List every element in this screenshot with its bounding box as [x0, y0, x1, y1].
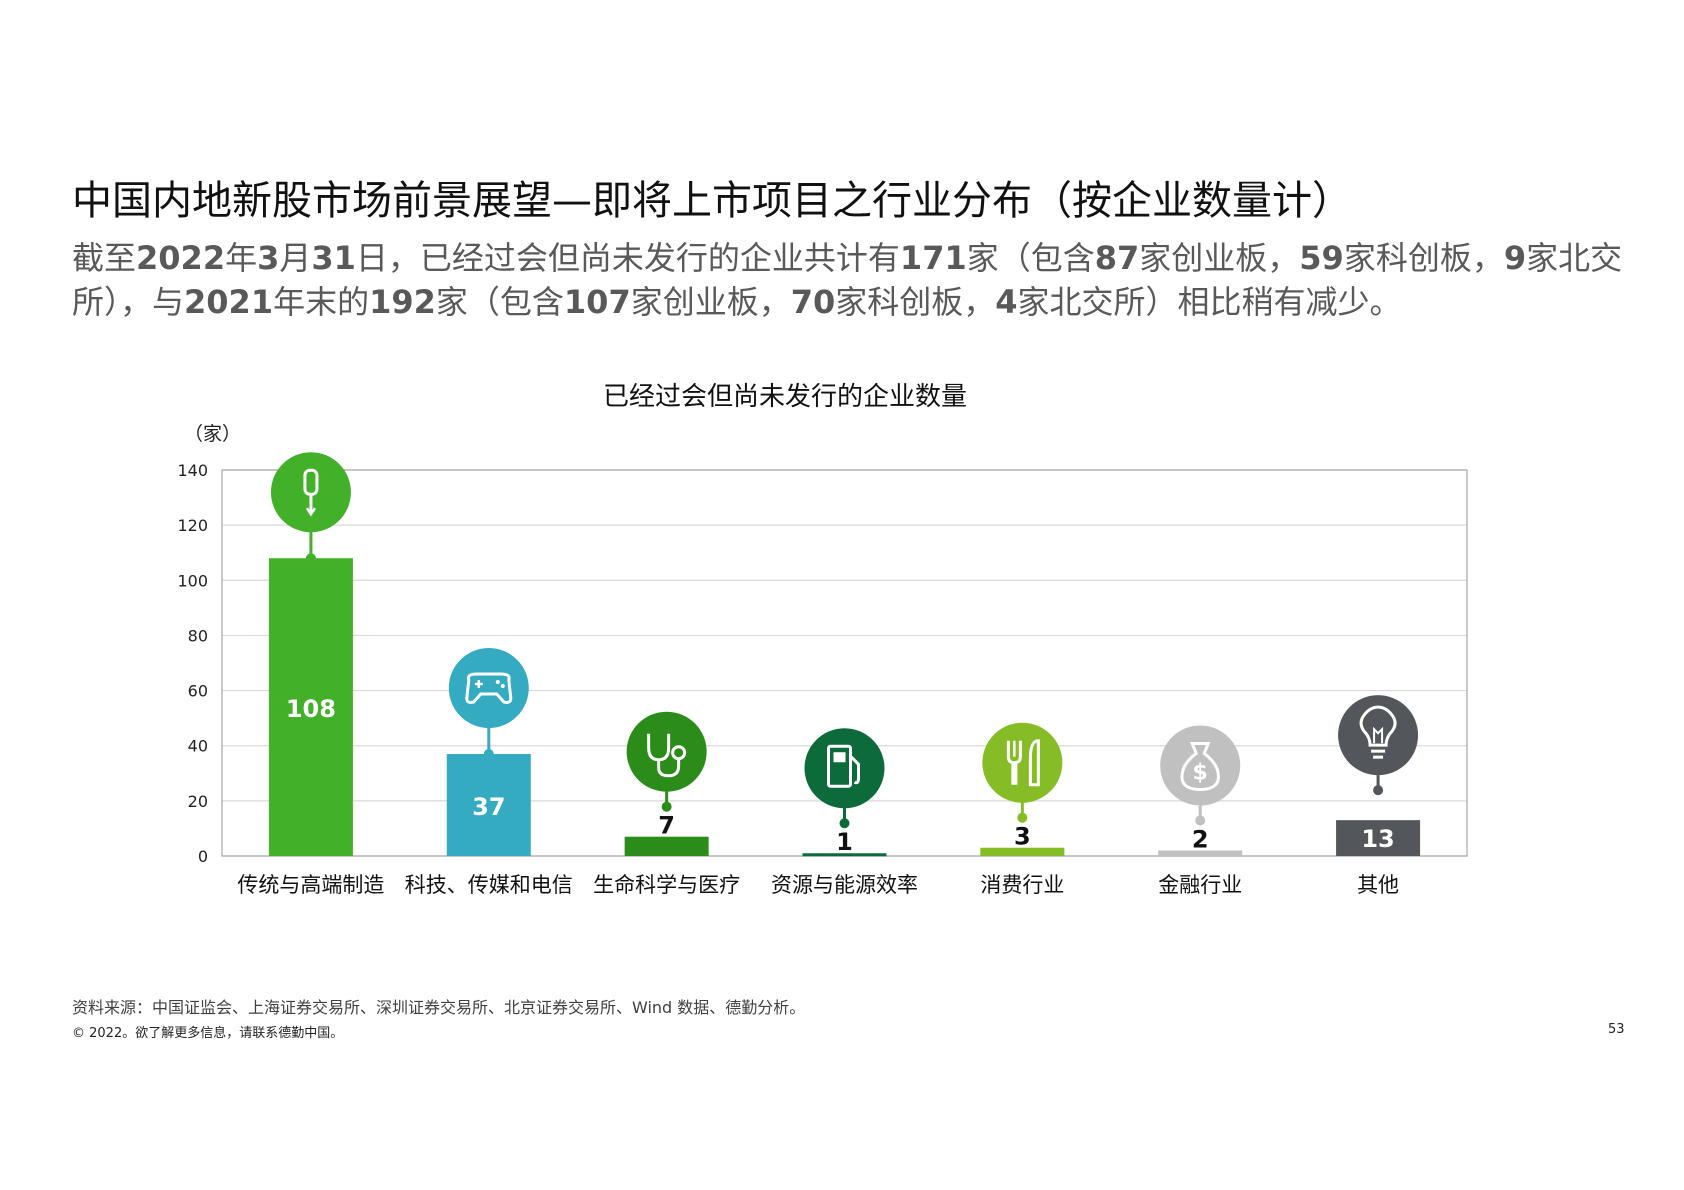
y-tick-label: 80 [188, 626, 208, 645]
data-label: 2 [1192, 825, 1209, 853]
data-label: 1 [836, 828, 853, 856]
stethoscope-icon [647, 733, 687, 778]
data-label: 37 [472, 793, 505, 821]
category-label: 消费行业 [980, 873, 1064, 897]
bar [624, 836, 709, 856]
y-tick-label: 100 [177, 571, 208, 590]
data-label: 13 [1361, 825, 1394, 853]
pin-dot [661, 801, 672, 812]
subtitle-part: 59 [1299, 239, 1344, 277]
pin-dot [483, 748, 494, 759]
bar [1336, 820, 1421, 856]
subtitle-part: 家科创板， [1343, 239, 1504, 277]
pin-dot [1373, 785, 1384, 796]
bar [446, 753, 531, 856]
subtitle-part: 家科创板， [835, 283, 996, 321]
icon-badge [448, 647, 529, 728]
category-label: 资源与能源效率 [771, 873, 918, 897]
gamepad-icon [465, 672, 513, 704]
y-tick-label: 20 [188, 792, 208, 811]
subtitle-part: 107 [563, 283, 631, 321]
icon-badge [626, 711, 707, 792]
lightbulb-icon [1359, 705, 1397, 759]
subtitle-part: 2022 [136, 239, 226, 277]
data-label: 7 [658, 812, 675, 840]
svg-text:$: $ [1193, 760, 1208, 785]
subtitle-part: 192 [369, 283, 436, 321]
subtitle-part: 日，已经过会但尚未发行的企业共计有 [355, 239, 900, 277]
page-number: 53 [1608, 1022, 1625, 1037]
data-label: 108 [286, 695, 336, 723]
chart-title: 已经过会但尚未发行的企业数量 [602, 382, 967, 412]
icon-badge [804, 728, 885, 809]
category-label: 科技、传媒和电信 [405, 873, 573, 897]
y-tick-label: 60 [188, 682, 208, 701]
data-label: 3 [1014, 823, 1031, 851]
y-tick-label: 0 [198, 847, 208, 866]
pin-dot [839, 818, 850, 829]
subtitle-part: 家创业板， [1139, 239, 1300, 277]
subtitle-part: 家北交所），与 [72, 239, 1623, 321]
fuel-pump-icon [827, 744, 860, 788]
y-tick-label: 140 [177, 461, 208, 480]
copyright-note: © 2022。欲了解更多信息，请联系德勤中国。 [72, 1026, 344, 1041]
subtitle-part: 家创业板， [630, 283, 791, 321]
bar [802, 853, 887, 857]
bar [268, 558, 353, 856]
subtitle-part: 9 [1503, 239, 1527, 277]
bar [1158, 850, 1243, 856]
bar [980, 847, 1065, 856]
icon-badge [1338, 695, 1419, 776]
y-tick-label: 120 [177, 516, 208, 535]
icon-badge [1160, 725, 1241, 806]
y-axis-unit-label: （家） [184, 423, 242, 445]
category-label: 其他 [1357, 873, 1399, 897]
icon-badge [982, 722, 1063, 803]
subtitle-part: 3 [257, 239, 280, 277]
pin-dot [305, 553, 316, 564]
pin-dot [1195, 815, 1206, 826]
category-label: 传统与高端制造 [237, 873, 384, 897]
y-tick-label: 40 [188, 737, 208, 756]
subtitle-part: 家（包含 [966, 239, 1095, 277]
page-title: 中国内地新股市场前景展望—即将上市项目之行业分布（按企业数量计） [72, 178, 1352, 224]
subtitle-part: 月 [279, 239, 312, 277]
subtitle-part: 4 [995, 283, 1018, 321]
category-label: 金融行业 [1158, 873, 1242, 897]
subtitle-part: 年末的 [273, 283, 370, 321]
bar-chart: 0 20 40 60 80 100 120 140 108 传统与高端制造 37 科技、传媒和电信 7 生… [177, 452, 1468, 897]
subtitle-part: 年 [225, 239, 258, 277]
category-label: 生命科学与医疗 [593, 873, 740, 897]
source-note: 资料来源：中国证监会、上海证券交易所、深圳证券交易所、北京证券交易所、Wind … [72, 998, 806, 1017]
page-subtitle: 截至2022年3月31日，已经过会但尚未发行的企业共计有171家（包含87家创业… [72, 236, 1632, 324]
money-bag-icon: $ [1180, 741, 1220, 791]
pin-dot [1017, 812, 1028, 823]
fork-knife-icon [1006, 739, 1040, 787]
screwdriver-icon [303, 468, 319, 517]
icon-badge [270, 452, 351, 533]
subtitle-part: 家北交所）相比稍有减少。 [1017, 283, 1402, 321]
subtitle-part: 家（包含 [435, 283, 564, 321]
subtitle-part: 171 [899, 239, 967, 277]
subtitle-part: 70 [790, 283, 836, 321]
subtitle-part: 截至 [72, 239, 137, 277]
subtitle-part: 31 [311, 239, 356, 277]
subtitle-part: 2021 [184, 283, 274, 321]
subtitle-part: 87 [1094, 239, 1140, 277]
